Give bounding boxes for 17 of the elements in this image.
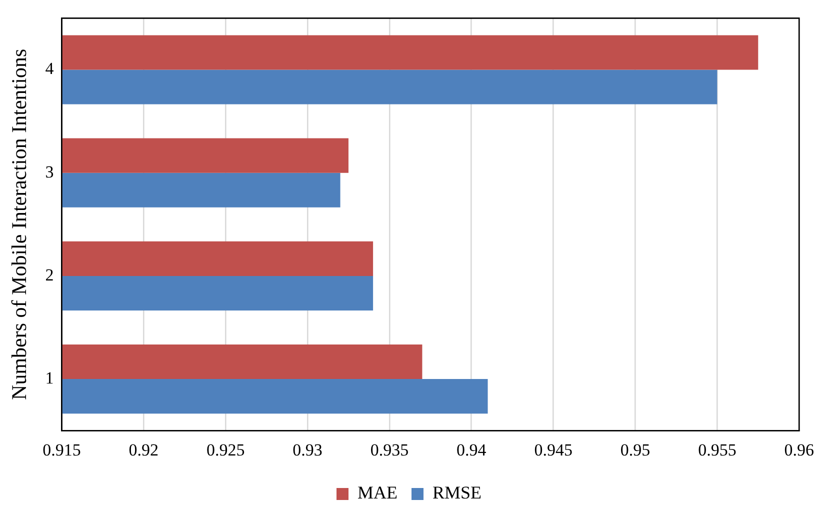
y-tick-label: 1 <box>45 368 54 388</box>
x-tick-label: 0.94 <box>456 440 487 460</box>
x-tick-label: 0.925 <box>206 440 245 460</box>
y-tick-label: 3 <box>45 162 54 182</box>
x-tick-label: 0.96 <box>784 440 814 460</box>
y-axis-title: Numbers of Mobile Interaction Intentions <box>7 48 32 400</box>
x-tick-label: 0.935 <box>370 440 409 460</box>
x-tick-label: 0.93 <box>292 440 322 460</box>
y-tick-label: 2 <box>45 265 54 284</box>
x-tick-label: 0.95 <box>620 440 650 460</box>
x-tick-label: 0.915 <box>42 440 81 460</box>
y-tick-label: 4 <box>45 59 54 78</box>
legend-label: RMSE <box>432 482 482 503</box>
x-tick-label: 0.955 <box>698 440 736 460</box>
x-tick-label: 0.92 <box>128 440 159 460</box>
x-tick-label: 0.945 <box>534 440 572 460</box>
legend-label: MAE <box>357 482 398 503</box>
